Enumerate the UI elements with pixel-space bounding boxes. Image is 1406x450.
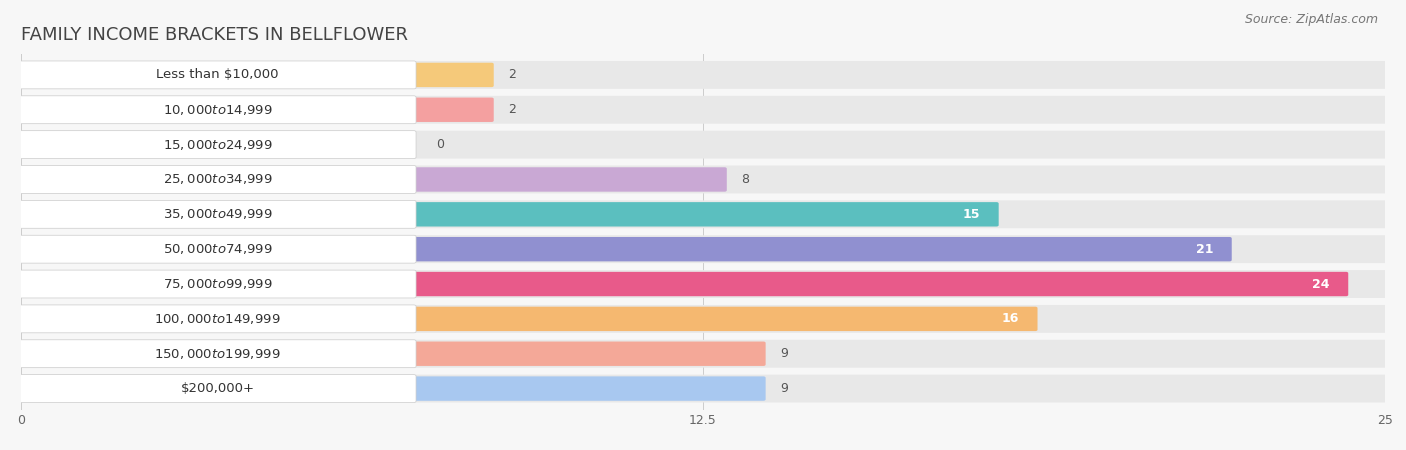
FancyBboxPatch shape: [18, 61, 1388, 89]
Text: 24: 24: [1312, 278, 1330, 291]
Text: 16: 16: [1001, 312, 1019, 325]
FancyBboxPatch shape: [18, 340, 416, 368]
FancyBboxPatch shape: [412, 237, 1232, 261]
Text: $200,000+: $200,000+: [180, 382, 254, 395]
Text: Source: ZipAtlas.com: Source: ZipAtlas.com: [1244, 14, 1378, 27]
Text: 15: 15: [963, 208, 980, 221]
Text: $25,000 to $34,999: $25,000 to $34,999: [163, 172, 273, 186]
FancyBboxPatch shape: [412, 342, 766, 366]
FancyBboxPatch shape: [412, 202, 998, 226]
FancyBboxPatch shape: [412, 98, 494, 122]
Text: $75,000 to $99,999: $75,000 to $99,999: [163, 277, 273, 291]
Text: 0: 0: [436, 138, 444, 151]
Text: FAMILY INCOME BRACKETS IN BELLFLOWER: FAMILY INCOME BRACKETS IN BELLFLOWER: [21, 26, 408, 44]
Text: Less than $10,000: Less than $10,000: [156, 68, 278, 81]
FancyBboxPatch shape: [18, 270, 416, 298]
FancyBboxPatch shape: [412, 307, 1038, 331]
FancyBboxPatch shape: [18, 305, 416, 333]
Text: $100,000 to $149,999: $100,000 to $149,999: [155, 312, 281, 326]
FancyBboxPatch shape: [18, 235, 1388, 263]
FancyBboxPatch shape: [18, 96, 1388, 124]
FancyBboxPatch shape: [18, 166, 416, 194]
Text: 2: 2: [508, 103, 516, 116]
FancyBboxPatch shape: [18, 130, 1388, 158]
Text: $15,000 to $24,999: $15,000 to $24,999: [163, 138, 273, 152]
FancyBboxPatch shape: [412, 272, 1348, 296]
FancyBboxPatch shape: [18, 61, 416, 89]
Text: $10,000 to $14,999: $10,000 to $14,999: [163, 103, 273, 117]
FancyBboxPatch shape: [18, 340, 1388, 368]
FancyBboxPatch shape: [18, 200, 1388, 228]
Text: 21: 21: [1195, 243, 1213, 256]
FancyBboxPatch shape: [18, 305, 1388, 333]
FancyBboxPatch shape: [18, 96, 416, 124]
FancyBboxPatch shape: [18, 270, 1388, 298]
Text: $150,000 to $199,999: $150,000 to $199,999: [155, 347, 281, 361]
FancyBboxPatch shape: [18, 166, 1388, 194]
FancyBboxPatch shape: [412, 63, 494, 87]
FancyBboxPatch shape: [18, 375, 416, 403]
FancyBboxPatch shape: [412, 376, 766, 401]
Text: 9: 9: [780, 347, 787, 360]
FancyBboxPatch shape: [18, 200, 416, 228]
Text: $35,000 to $49,999: $35,000 to $49,999: [163, 207, 273, 221]
FancyBboxPatch shape: [18, 130, 416, 158]
Text: 9: 9: [780, 382, 787, 395]
FancyBboxPatch shape: [18, 235, 416, 263]
Text: 2: 2: [508, 68, 516, 81]
FancyBboxPatch shape: [412, 167, 727, 192]
Text: 8: 8: [741, 173, 749, 186]
FancyBboxPatch shape: [18, 375, 1388, 403]
Text: $50,000 to $74,999: $50,000 to $74,999: [163, 242, 273, 256]
